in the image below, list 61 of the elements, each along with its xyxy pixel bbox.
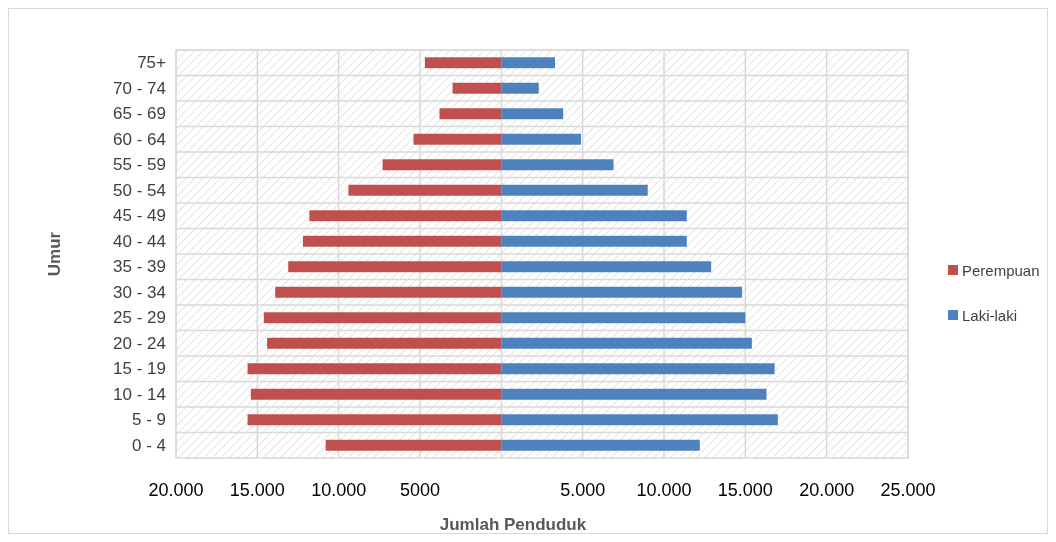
y-tick-label: 45 - 49 bbox=[113, 206, 166, 226]
y-tick-label: 70 - 74 bbox=[113, 78, 166, 98]
x-tick-label: 20.000 bbox=[148, 480, 204, 500]
bar bbox=[452, 82, 502, 94]
y-tick-label: 25 - 29 bbox=[113, 308, 166, 328]
bar bbox=[501, 388, 767, 400]
legend-label: Perempuan bbox=[962, 261, 1040, 279]
y-tick-label: 30 - 34 bbox=[113, 282, 166, 302]
bar bbox=[501, 312, 746, 324]
bar bbox=[501, 235, 687, 247]
bar bbox=[424, 57, 502, 69]
y-tick-label: 75+ bbox=[137, 53, 167, 73]
y-tick-label: 20 - 24 bbox=[113, 333, 166, 353]
bar bbox=[501, 210, 687, 222]
y-tick-label: 5 - 9 bbox=[131, 410, 166, 430]
bar bbox=[501, 414, 778, 426]
bar bbox=[501, 286, 743, 298]
bar bbox=[501, 159, 614, 171]
x-tick-label: 10.000 bbox=[311, 480, 367, 500]
bar bbox=[439, 108, 502, 120]
y-tick-label: 65 - 69 bbox=[113, 104, 166, 124]
bar bbox=[501, 363, 775, 375]
x-tick-label: 10.000 bbox=[636, 480, 692, 500]
bar bbox=[501, 82, 539, 94]
bar bbox=[302, 235, 502, 247]
x-tick-label: 20.000 bbox=[799, 480, 855, 500]
bar bbox=[501, 337, 752, 349]
x-tick-label: 15.000 bbox=[229, 480, 285, 500]
y-tick-label: 35 - 39 bbox=[113, 257, 166, 277]
bar bbox=[501, 108, 564, 120]
x-tick-label: 5000 bbox=[399, 480, 441, 500]
y-tick-label: 0 - 4 bbox=[131, 435, 166, 455]
legend-label: Laki-laki bbox=[962, 306, 1018, 324]
y-tick-label: 40 - 44 bbox=[113, 231, 166, 251]
bar bbox=[348, 184, 502, 196]
bar bbox=[250, 388, 502, 400]
bar bbox=[501, 439, 700, 451]
y-tick-label: 50 - 54 bbox=[113, 180, 166, 200]
y-tick-label: 60 - 64 bbox=[113, 129, 166, 149]
x-tick-label: 25.000 bbox=[880, 480, 936, 500]
bar bbox=[501, 261, 712, 273]
bar bbox=[501, 184, 648, 196]
bar bbox=[267, 337, 502, 349]
bar bbox=[275, 286, 502, 298]
x-tick-label: 15.000 bbox=[717, 480, 773, 500]
bar bbox=[413, 133, 502, 145]
bar bbox=[501, 133, 582, 145]
y-tick-label: 55 - 59 bbox=[113, 155, 166, 175]
bar bbox=[288, 261, 502, 273]
y-axis-title: Umur bbox=[45, 231, 64, 277]
bar bbox=[382, 159, 502, 171]
y-tick-label: 15 - 19 bbox=[113, 359, 166, 379]
x-axis-title: Jumlah Penduduk bbox=[439, 515, 587, 534]
y-tick-label: 10 - 14 bbox=[113, 384, 166, 404]
bar bbox=[501, 57, 556, 69]
x-tick-label: 5.000 bbox=[560, 480, 606, 500]
bar bbox=[309, 210, 502, 222]
bar bbox=[325, 439, 502, 451]
bar bbox=[247, 414, 502, 426]
bar bbox=[247, 363, 502, 375]
bar bbox=[263, 312, 502, 324]
